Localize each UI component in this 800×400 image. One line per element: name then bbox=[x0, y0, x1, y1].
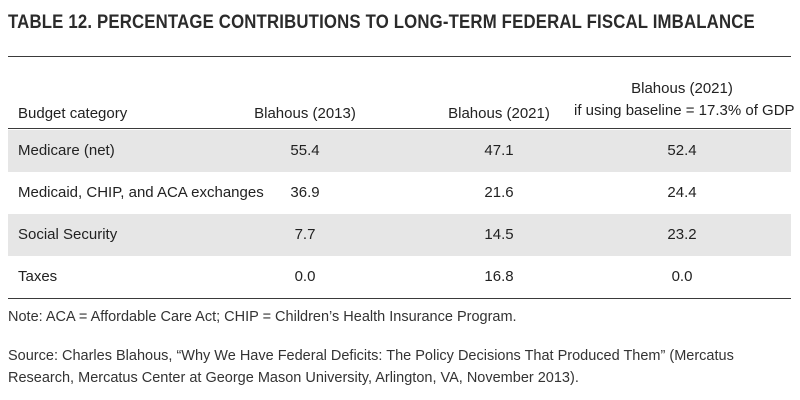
row-value-2013: 0.0 bbox=[294, 268, 316, 285]
row-value-2021: 47.1 bbox=[484, 142, 514, 159]
table-title: TABLE 12. PERCENTAGE CONTRIBUTIONS TO LO… bbox=[8, 11, 755, 33]
row-category: Medicaid, CHIP, and ACA exchanges bbox=[18, 184, 264, 201]
header-blahous-2013: Blahous (2013) bbox=[254, 105, 356, 122]
header-blahous-2021-adjusted: Blahous (2021) if using baseline = 17.3%… bbox=[574, 78, 795, 122]
row-value-2021: 14.5 bbox=[484, 226, 514, 243]
row-category: Social Security bbox=[18, 226, 118, 243]
header-col3-line1: Blahous (2021) bbox=[631, 80, 733, 97]
header-col3-line2: if using baseline = 17.3% of GDP bbox=[574, 102, 795, 119]
row-category: Taxes bbox=[18, 268, 58, 285]
table-row: Taxes 0.0 16.8 0.0 bbox=[8, 256, 791, 298]
table-row: Medicaid, CHIP, and ACA exchanges 36.9 2… bbox=[8, 172, 791, 214]
row-value-2013: 36.9 bbox=[290, 184, 320, 201]
row-value-2013: 55.4 bbox=[290, 142, 320, 159]
row-value-2021-adjusted: 52.4 bbox=[667, 142, 697, 159]
table-note: Note: ACA = Affordable Care Act; CHIP = … bbox=[8, 309, 517, 325]
header-budget-category: Budget category bbox=[18, 105, 128, 122]
row-value-2021: 21.6 bbox=[484, 184, 514, 201]
row-value-2021-adjusted: 0.0 bbox=[671, 268, 693, 285]
row-value-2021-adjusted: 24.4 bbox=[667, 184, 697, 201]
row-category: Medicare (net) bbox=[18, 142, 115, 159]
table-row: Social Security 7.7 14.5 23.2 bbox=[8, 214, 791, 256]
header-blahous-2021: Blahous (2021) bbox=[448, 105, 550, 122]
row-value-2021: 16.8 bbox=[484, 268, 514, 285]
table-header-rule bbox=[8, 128, 791, 129]
row-value-2021-adjusted: 23.2 bbox=[667, 226, 697, 243]
table-top-rule bbox=[8, 56, 791, 57]
table-row: Medicare (net) 55.4 47.1 52.4 bbox=[8, 130, 791, 172]
row-value-2013: 7.7 bbox=[294, 226, 316, 243]
table-bottom-rule bbox=[8, 298, 791, 299]
table-header: Budget category Blahous (2013) Blahous (… bbox=[8, 57, 795, 128]
table-source: Source: Charles Blahous, “Why We Have Fe… bbox=[8, 348, 734, 386]
